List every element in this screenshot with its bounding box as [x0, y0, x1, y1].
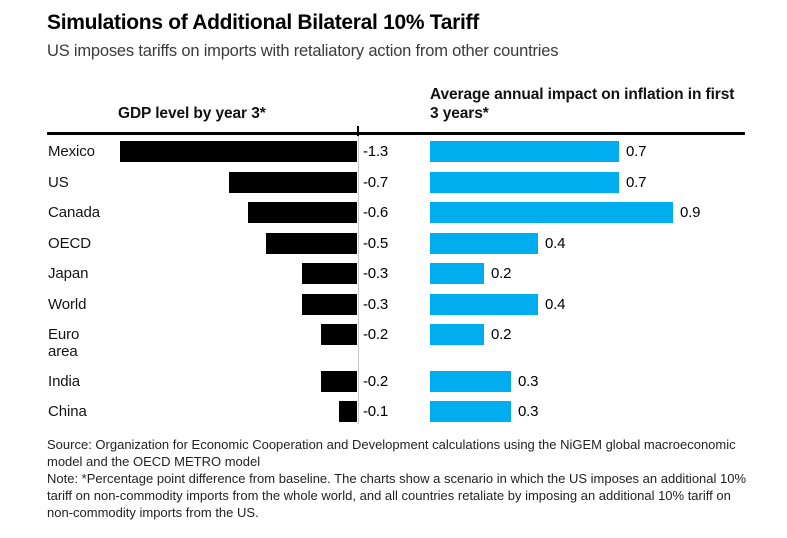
- header-rule: [47, 132, 745, 135]
- gdp-value: -0.3: [363, 296, 389, 313]
- row-label: Canada: [48, 204, 100, 221]
- gdp-value: -0.3: [363, 265, 389, 282]
- inflation-value: 0.7: [626, 174, 647, 191]
- inflation-value: 0.7: [626, 143, 647, 160]
- inflation-value: 0.4: [545, 235, 566, 252]
- inflation-value: 0.2: [491, 265, 512, 282]
- gdp-bar: [266, 233, 357, 254]
- gdp-bar: [302, 263, 357, 284]
- gdp-value: -0.7: [363, 174, 389, 191]
- zero-axis-line: [358, 136, 359, 424]
- gdp-value: -0.2: [363, 373, 389, 390]
- inflation-bar: [430, 202, 673, 223]
- gdp-value: -0.2: [363, 326, 389, 343]
- gdp-bar: [120, 141, 357, 162]
- inflation-bar: [430, 371, 511, 392]
- gdp-bar: [248, 202, 357, 223]
- inflation-bar: [430, 172, 619, 193]
- zero-axis-tick: [357, 126, 359, 136]
- page-subtitle: US imposes tariffs on imports with retal…: [47, 42, 559, 60]
- gdp-value: -0.1: [363, 403, 389, 420]
- inflation-bar: [430, 263, 484, 284]
- inflation-value: 0.9: [680, 204, 701, 221]
- gdp-value: -0.5: [363, 235, 389, 252]
- row-label: World: [48, 296, 87, 313]
- gdp-bar: [229, 172, 357, 193]
- row-label: Japan: [48, 265, 89, 282]
- row-label: OECD: [48, 235, 91, 252]
- gdp-bar: [321, 371, 357, 392]
- gdp-bar: [302, 294, 357, 315]
- footer: Source: Organization for Economic Cooper…: [47, 436, 747, 521]
- gdp-value: -0.6: [363, 204, 389, 221]
- bar-chart: Mexico -1.3 0.7 US -0.7 0.7 Canada -0.6 0.9 OECD -…: [47, 136, 757, 428]
- gdp-bar: [339, 401, 357, 422]
- inflation-bar: [430, 324, 484, 345]
- inflation-bar: [430, 141, 619, 162]
- panel-header-inflation: Average annual impact on inflation in fi…: [430, 86, 735, 122]
- gdp-value: -1.3: [363, 143, 389, 160]
- row-label: Mexico: [48, 143, 95, 160]
- inflation-bar: [430, 294, 538, 315]
- inflation-value: 0.4: [545, 296, 566, 313]
- row-label: China: [48, 403, 87, 420]
- gdp-bar: [321, 324, 357, 345]
- row-label: US: [48, 174, 69, 191]
- row-label: Euro area: [48, 326, 80, 360]
- panel-header-gdp: GDP level by year 3*: [118, 105, 266, 122]
- inflation-bar: [430, 401, 511, 422]
- source-text: Source: Organization for Economic Cooper…: [47, 437, 736, 469]
- inflation-value: 0.3: [518, 373, 539, 390]
- inflation-bar: [430, 233, 538, 254]
- inflation-value: 0.2: [491, 326, 512, 343]
- inflation-value: 0.3: [518, 403, 539, 420]
- note-text: Note: *Percentage point difference from …: [47, 471, 747, 520]
- row-label: India: [48, 373, 81, 390]
- page-title: Simulations of Additional Bilateral 10% …: [47, 11, 479, 34]
